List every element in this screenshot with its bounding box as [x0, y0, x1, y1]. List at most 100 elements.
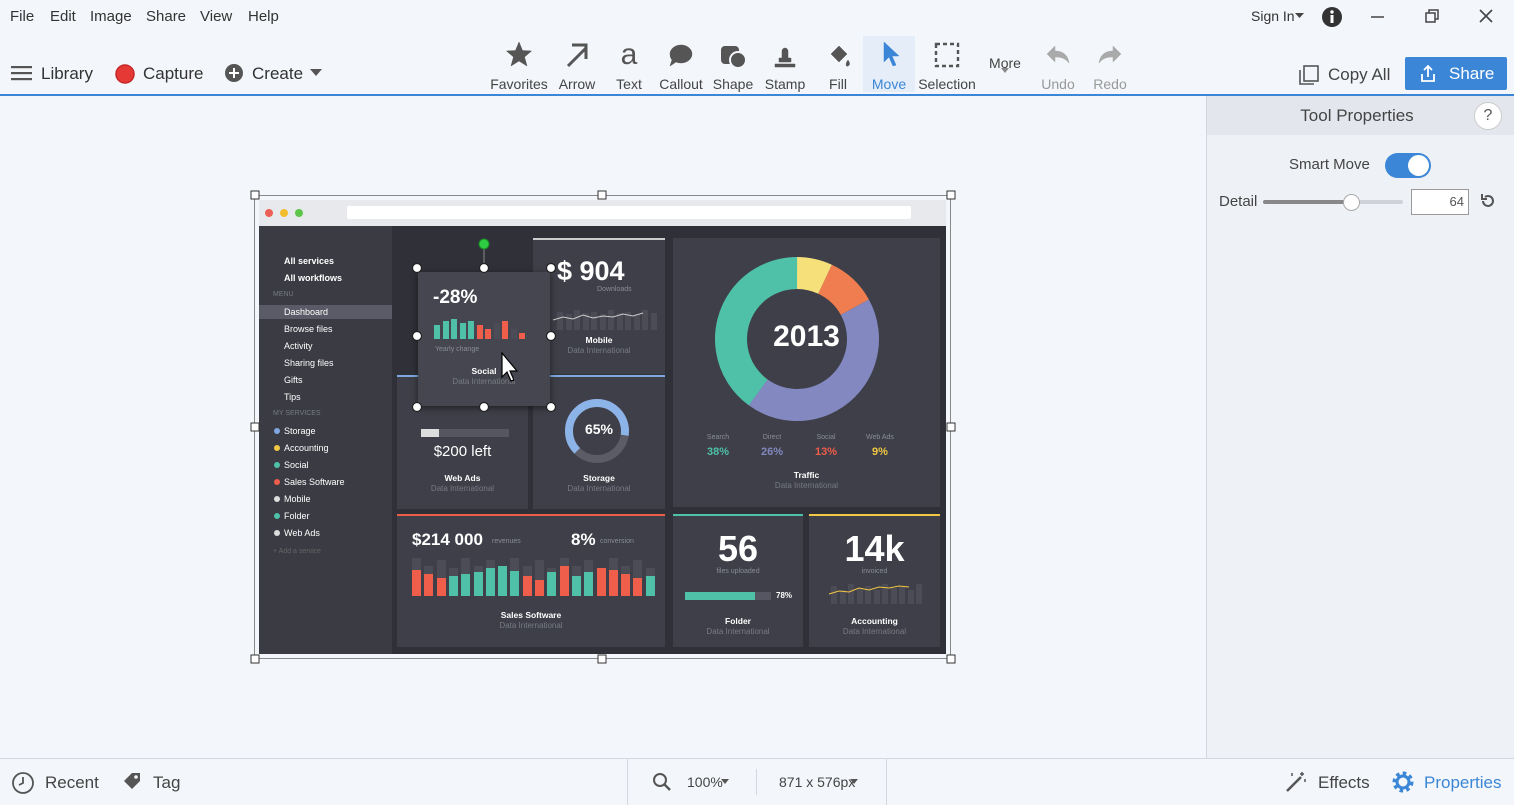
- tool-label[interactable]: Redo: [1093, 76, 1127, 92]
- resize-handle: [250, 654, 260, 664]
- mini-bar: [493, 323, 500, 339]
- tool-icon[interactable]: [1095, 40, 1125, 70]
- slider-knob[interactable]: [1343, 194, 1360, 211]
- capture-button[interactable]: Capture: [143, 64, 204, 83]
- circle: [1330, 10, 1334, 14]
- circle: [134, 775, 138, 779]
- sidebar-link[interactable]: Folder: [284, 511, 310, 521]
- sales-rate-caption: conversion: [600, 538, 634, 545]
- effects-icon[interactable]: [1284, 770, 1308, 794]
- tool-label[interactable]: Favorites: [490, 76, 548, 92]
- tool-label[interactable]: Stamp: [764, 76, 806, 92]
- tool-label[interactable]: Shape: [712, 76, 754, 92]
- copy-icon[interactable]: [1298, 64, 1320, 86]
- gear-icon[interactable]: [1391, 770, 1415, 794]
- sidebar-link[interactable]: Accounting: [284, 443, 329, 453]
- legend-value: 9%: [872, 446, 888, 458]
- library-button[interactable]: Library: [41, 64, 93, 83]
- tool-icon[interactable]: [1043, 40, 1073, 70]
- sidebar-link[interactable]: Social: [284, 460, 309, 470]
- tool-icon[interactable]: [823, 40, 853, 70]
- restore[interactable]: [1424, 8, 1440, 24]
- path: [1291, 772, 1306, 782]
- recent-button[interactable]: Recent: [45, 773, 99, 792]
- share-button-bg[interactable]: Share: [1405, 57, 1507, 90]
- tool-label[interactable]: Arrow: [558, 76, 596, 92]
- sidebar-link[interactable]: Browse files: [284, 324, 333, 334]
- folder-caption: files uploaded: [716, 568, 760, 575]
- menu-item[interactable]: Help: [248, 8, 279, 25]
- folder-percent: 78%: [776, 591, 793, 600]
- sidebar-link[interactable]: All workflows: [284, 273, 343, 283]
- tool-icon[interactable]: [770, 40, 800, 70]
- resize-handle: [946, 654, 956, 664]
- sidebar-link[interactable]: Web Ads: [284, 528, 320, 538]
- tool-label[interactable]: Callout: [659, 76, 703, 92]
- sign-in[interactable]: Sign In: [1251, 8, 1295, 24]
- sidebar-link[interactable]: Dashboard: [284, 307, 329, 317]
- tool-label[interactable]: Undo: [1041, 76, 1075, 92]
- toolbar: Library Capture Create Favorites Arrow a Text C…: [0, 32, 1514, 96]
- menu-item[interactable]: View: [200, 8, 233, 25]
- menu-item[interactable]: Image: [90, 8, 132, 25]
- mini-bar: [434, 325, 440, 339]
- legend-value: 38%: [706, 446, 730, 458]
- zoom-level[interactable]: 100%: [687, 774, 723, 790]
- sidebar-link[interactable]: Gifts: [284, 375, 303, 385]
- progress-fill: [685, 592, 755, 600]
- create-button[interactable]: Create: [252, 64, 304, 83]
- accounting-source: Data International: [842, 627, 907, 636]
- sidebar-link[interactable]: Sharing files: [284, 358, 334, 368]
- info-icon[interactable]: [1321, 6, 1343, 28]
- legend-value: 26%: [760, 446, 784, 458]
- tool-label[interactable]: Text: [616, 76, 642, 92]
- tool-label[interactable]: Fill: [829, 76, 847, 92]
- circle: [12, 772, 34, 794]
- tool-icon[interactable]: [874, 40, 904, 70]
- sales-title: Sales Software: [500, 610, 562, 620]
- capture-icon[interactable]: [114, 63, 136, 85]
- sidebar-link[interactable]: Sales Software: [284, 477, 345, 487]
- detail-slider[interactable]: [1263, 194, 1403, 211]
- tag-button[interactable]: Tag: [153, 773, 181, 792]
- mini-bar: [502, 321, 508, 339]
- effects-button[interactable]: Effects: [1318, 773, 1370, 792]
- social-card: -28% Yearly change Social Data Internationa…: [418, 272, 550, 406]
- tool-label[interactable]: Move: [871, 76, 907, 92]
- tool-icon[interactable]: [562, 40, 592, 70]
- toggle-knob: [1408, 155, 1429, 176]
- create-icon[interactable]: [224, 63, 244, 83]
- image-size[interactable]: 871 x 576px: [779, 774, 856, 790]
- reset-icon[interactable]: [1479, 192, 1497, 210]
- tool-icon[interactable]: a: [614, 40, 644, 70]
- properties-button[interactable]: Properties: [1424, 773, 1502, 792]
- sidebar-link[interactable]: Tips: [284, 392, 301, 402]
- sidebar-link[interactable]: All services: [284, 256, 335, 266]
- smart-move-toggle[interactable]: [1385, 153, 1431, 178]
- help-button[interactable]: ?: [1474, 102, 1502, 130]
- menu-item[interactable]: Share: [146, 8, 187, 25]
- rect: [11, 66, 32, 69]
- copy-all-button[interactable]: Copy All: [1328, 65, 1391, 84]
- storage-source: Data International: [567, 484, 631, 493]
- tool-icon[interactable]: [666, 40, 696, 70]
- sidebar-link[interactable]: Mobile: [284, 494, 311, 504]
- social-title: Social: [471, 366, 497, 376]
- tool-icon[interactable]: [718, 40, 748, 70]
- close[interactable]: [1478, 8, 1494, 24]
- sales-value-caption: revenues: [492, 538, 521, 545]
- tool-icon[interactable]: [504, 40, 534, 70]
- path: [828, 585, 910, 595]
- tool-label[interactable]: More: [989, 55, 1021, 71]
- tool-icon[interactable]: [932, 40, 962, 70]
- menu-item[interactable]: File: [10, 8, 35, 25]
- share-button[interactable]: Share: [1449, 64, 1495, 83]
- minimize[interactable]: [1370, 10, 1386, 22]
- sidebar-link[interactable]: Activity: [284, 341, 313, 351]
- detail-input[interactable]: 64: [1411, 189, 1469, 215]
- tool-label[interactable]: Selection: [918, 76, 976, 92]
- hamburger-icon[interactable]: [10, 64, 34, 82]
- add-service[interactable]: + Add a service: [273, 548, 322, 555]
- menu-item[interactable]: Edit: [50, 8, 76, 25]
- sidebar-link[interactable]: Storage: [284, 426, 316, 436]
